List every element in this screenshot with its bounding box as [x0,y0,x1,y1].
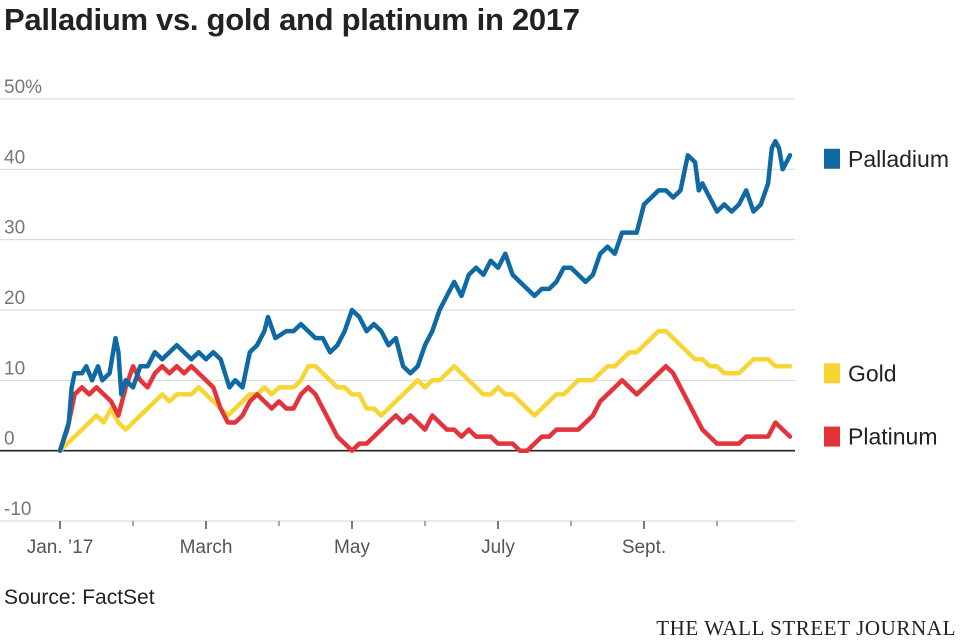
y-tick-label: 20 [4,288,25,309]
legend-swatch-platinum [824,426,840,447]
series-line-gold [57,328,793,453]
x-tick-label: May [334,537,370,558]
legend-label-palladium: Palladium [848,146,949,172]
legend-label-gold: Gold [848,360,897,386]
y-tick-label: 50% [4,77,42,98]
source-note: Source: FactSet [4,586,155,609]
x-tick-label: July [481,537,515,558]
legend-swatch-gold [824,363,840,384]
x-tick-label: Jan. ’17 [27,537,94,558]
publisher-credit: THE WALL STREET JOURNAL [656,616,956,640]
y-axis-ticks: 50% 40 30 20 10 0 -10 [4,77,42,520]
legend-swatch-palladium [824,148,840,169]
y-tick-label: 40 [4,147,25,168]
series-lines [57,138,793,453]
y-tick-label: -10 [4,499,31,520]
series-line-palladium [57,138,793,453]
y-tick-label: 0 [4,429,15,450]
y-tick-label: 10 [4,358,25,379]
grid-lines [0,98,795,522]
x-axis-ticks: Jan. ’17 March May July Sept. [27,521,718,558]
legend-label-platinum: Platinum [848,424,937,450]
x-tick-label: Sept. [622,537,666,558]
x-tick-label: March [180,537,233,558]
series-line-platinum [57,364,793,453]
legend: Palladium Gold Platinum [824,146,949,450]
y-tick-label: 30 [4,218,25,239]
chart-title: Palladium vs. gold and platinum in 2017 [4,2,580,37]
